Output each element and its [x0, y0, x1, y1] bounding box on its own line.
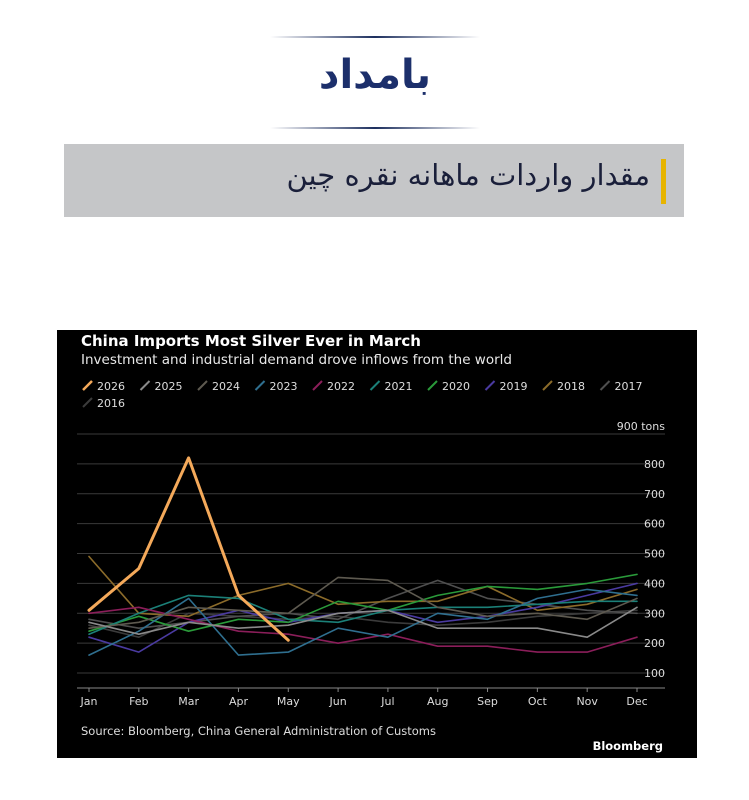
legend-swatch-2017 [599, 380, 611, 391]
x-tick-label-Sep: Sep [477, 695, 498, 708]
y-tick-label-600: 600 [644, 518, 665, 531]
legend-swatch-2025 [139, 380, 151, 391]
legend-label-2025: 2025 [155, 380, 183, 393]
y-tick-label-500: 500 [644, 548, 665, 561]
legend-label-2019: 2019 [500, 380, 528, 393]
x-tick-label-Dec: Dec [626, 695, 647, 708]
chart-subtitle: Investment and industrial demand drove i… [81, 352, 512, 368]
y-tick-label-300: 300 [644, 607, 665, 620]
legend-label-2022: 2022 [327, 380, 355, 393]
series-line-2026 [87, 456, 290, 642]
legend-label-2017: 2017 [615, 380, 643, 393]
y-tick-label-400: 400 [644, 577, 665, 590]
y-unit-label: 900 tons [617, 420, 666, 433]
series-line-2018 [88, 555, 638, 618]
legend-swatch-2016 [82, 397, 93, 408]
x-tick-label-Mar: Mar [178, 695, 199, 708]
x-tick-label-Aug: Aug [427, 695, 448, 708]
chart-source: Source: Bloomberg, China General Adminis… [81, 724, 436, 738]
series-line-2020 [88, 573, 638, 633]
legend-swatch-2022 [312, 380, 323, 391]
legend-label-2023: 2023 [270, 380, 298, 393]
chart-panel: China Imports Most Silver Ever in March … [57, 330, 697, 758]
x-tick-label-May: May [277, 695, 300, 708]
legend-label-2026: 2026 [97, 380, 125, 393]
series-line-2023 [88, 588, 638, 656]
chart-brand: Bloomberg [592, 739, 663, 753]
legend-swatch-2020 [427, 380, 438, 391]
legend-swatch-2023 [254, 380, 266, 391]
series-line-2019 [88, 582, 638, 653]
legend-swatch-2024 [197, 380, 208, 391]
legend-swatch-2021 [369, 380, 381, 391]
x-tick-label-Oct: Oct [528, 695, 548, 708]
line-chart: 2026 2025 2024 2023 2022 2021 2020 2019 2018 2017… [77, 380, 666, 708]
series-line-2022 [88, 606, 638, 653]
y-tick-label-100: 100 [644, 667, 665, 680]
x-tick-label-Jul: Jul [380, 695, 394, 708]
y-tick-label-200: 200 [644, 637, 665, 650]
header-bottom-rule [270, 127, 480, 129]
x-tick-label-Nov: Nov [576, 695, 598, 708]
site-logo: بامداد [318, 52, 432, 98]
x-tick-label-Jun: Jun [328, 695, 346, 708]
legend-label-2018: 2018 [557, 380, 585, 393]
legend-label-2021: 2021 [385, 380, 413, 393]
legend-swatch-2026 [82, 380, 93, 391]
series-line-2025 [88, 606, 638, 639]
legend-label-2020: 2020 [442, 380, 470, 393]
header-top-rule [270, 36, 480, 38]
title-banner: مقدار واردات ماهانه نقره چین [64, 144, 684, 217]
x-tick-label-Jan: Jan [80, 695, 98, 708]
legend-swatch-2019 [484, 380, 496, 391]
legend-swatch-2018 [542, 380, 553, 391]
y-tick-label-800: 800 [644, 458, 665, 471]
series-line-2024 [88, 576, 638, 630]
legend-label-2024: 2024 [212, 380, 240, 393]
x-tick-label-Apr: Apr [229, 695, 249, 708]
banner-accent-bar [661, 159, 666, 204]
x-tick-label-Feb: Feb [129, 695, 148, 708]
y-tick-label-700: 700 [644, 488, 665, 501]
legend-label-2016: 2016 [97, 397, 125, 410]
banner-title: مقدار واردات ماهانه نقره چین [286, 158, 650, 192]
chart-title: China Imports Most Silver Ever in March [81, 332, 421, 350]
series-line-2021 [88, 594, 638, 636]
